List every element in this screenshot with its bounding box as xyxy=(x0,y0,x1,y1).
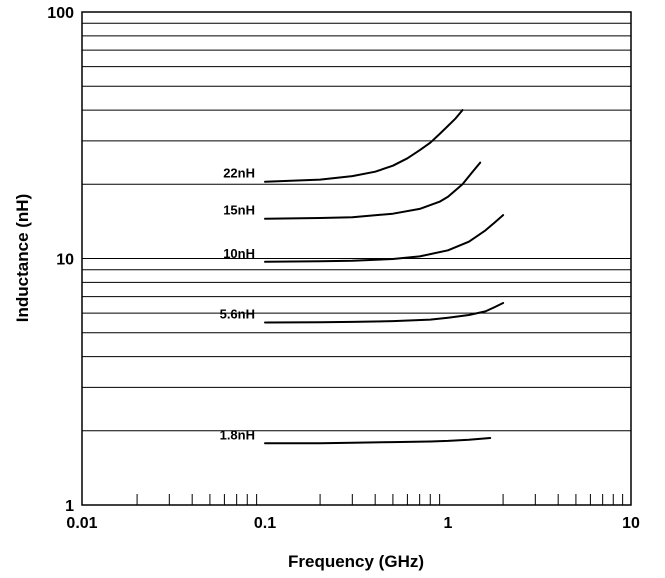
series-label: 10nH xyxy=(223,246,255,261)
series-label: 15nH xyxy=(223,203,255,218)
y-tick-label: 1 xyxy=(65,498,74,515)
series-line xyxy=(264,214,505,263)
series-label: 1.8nH xyxy=(220,427,255,442)
y-tick-label: 100 xyxy=(47,5,74,22)
series-line xyxy=(264,437,492,445)
series-line xyxy=(264,109,464,183)
gridlines xyxy=(82,22,631,432)
series-group: 22nH 15nH 10nH 5.6nH 1.8nH xyxy=(220,109,505,445)
series-label: 5.6nH xyxy=(220,307,255,322)
x-minor-ticks xyxy=(136,494,624,505)
x-tick-label: 0.01 xyxy=(66,515,97,532)
x-axis-title: Frequency (GHz) xyxy=(288,552,424,571)
plot-frame xyxy=(81,11,632,506)
series-label: 22nH xyxy=(223,166,255,181)
x-tick-label: 1 xyxy=(444,515,453,532)
y-tick-label: 10 xyxy=(56,252,74,269)
axis-labels: 0.01 0.1 1 10 1 10 100 xyxy=(47,5,640,532)
series-line xyxy=(264,302,505,324)
x-tick-label: 0.1 xyxy=(254,515,276,532)
y-axis-title: Inductance (nH) xyxy=(13,194,32,322)
series-line xyxy=(264,161,482,220)
x-tick-label: 10 xyxy=(622,515,640,532)
